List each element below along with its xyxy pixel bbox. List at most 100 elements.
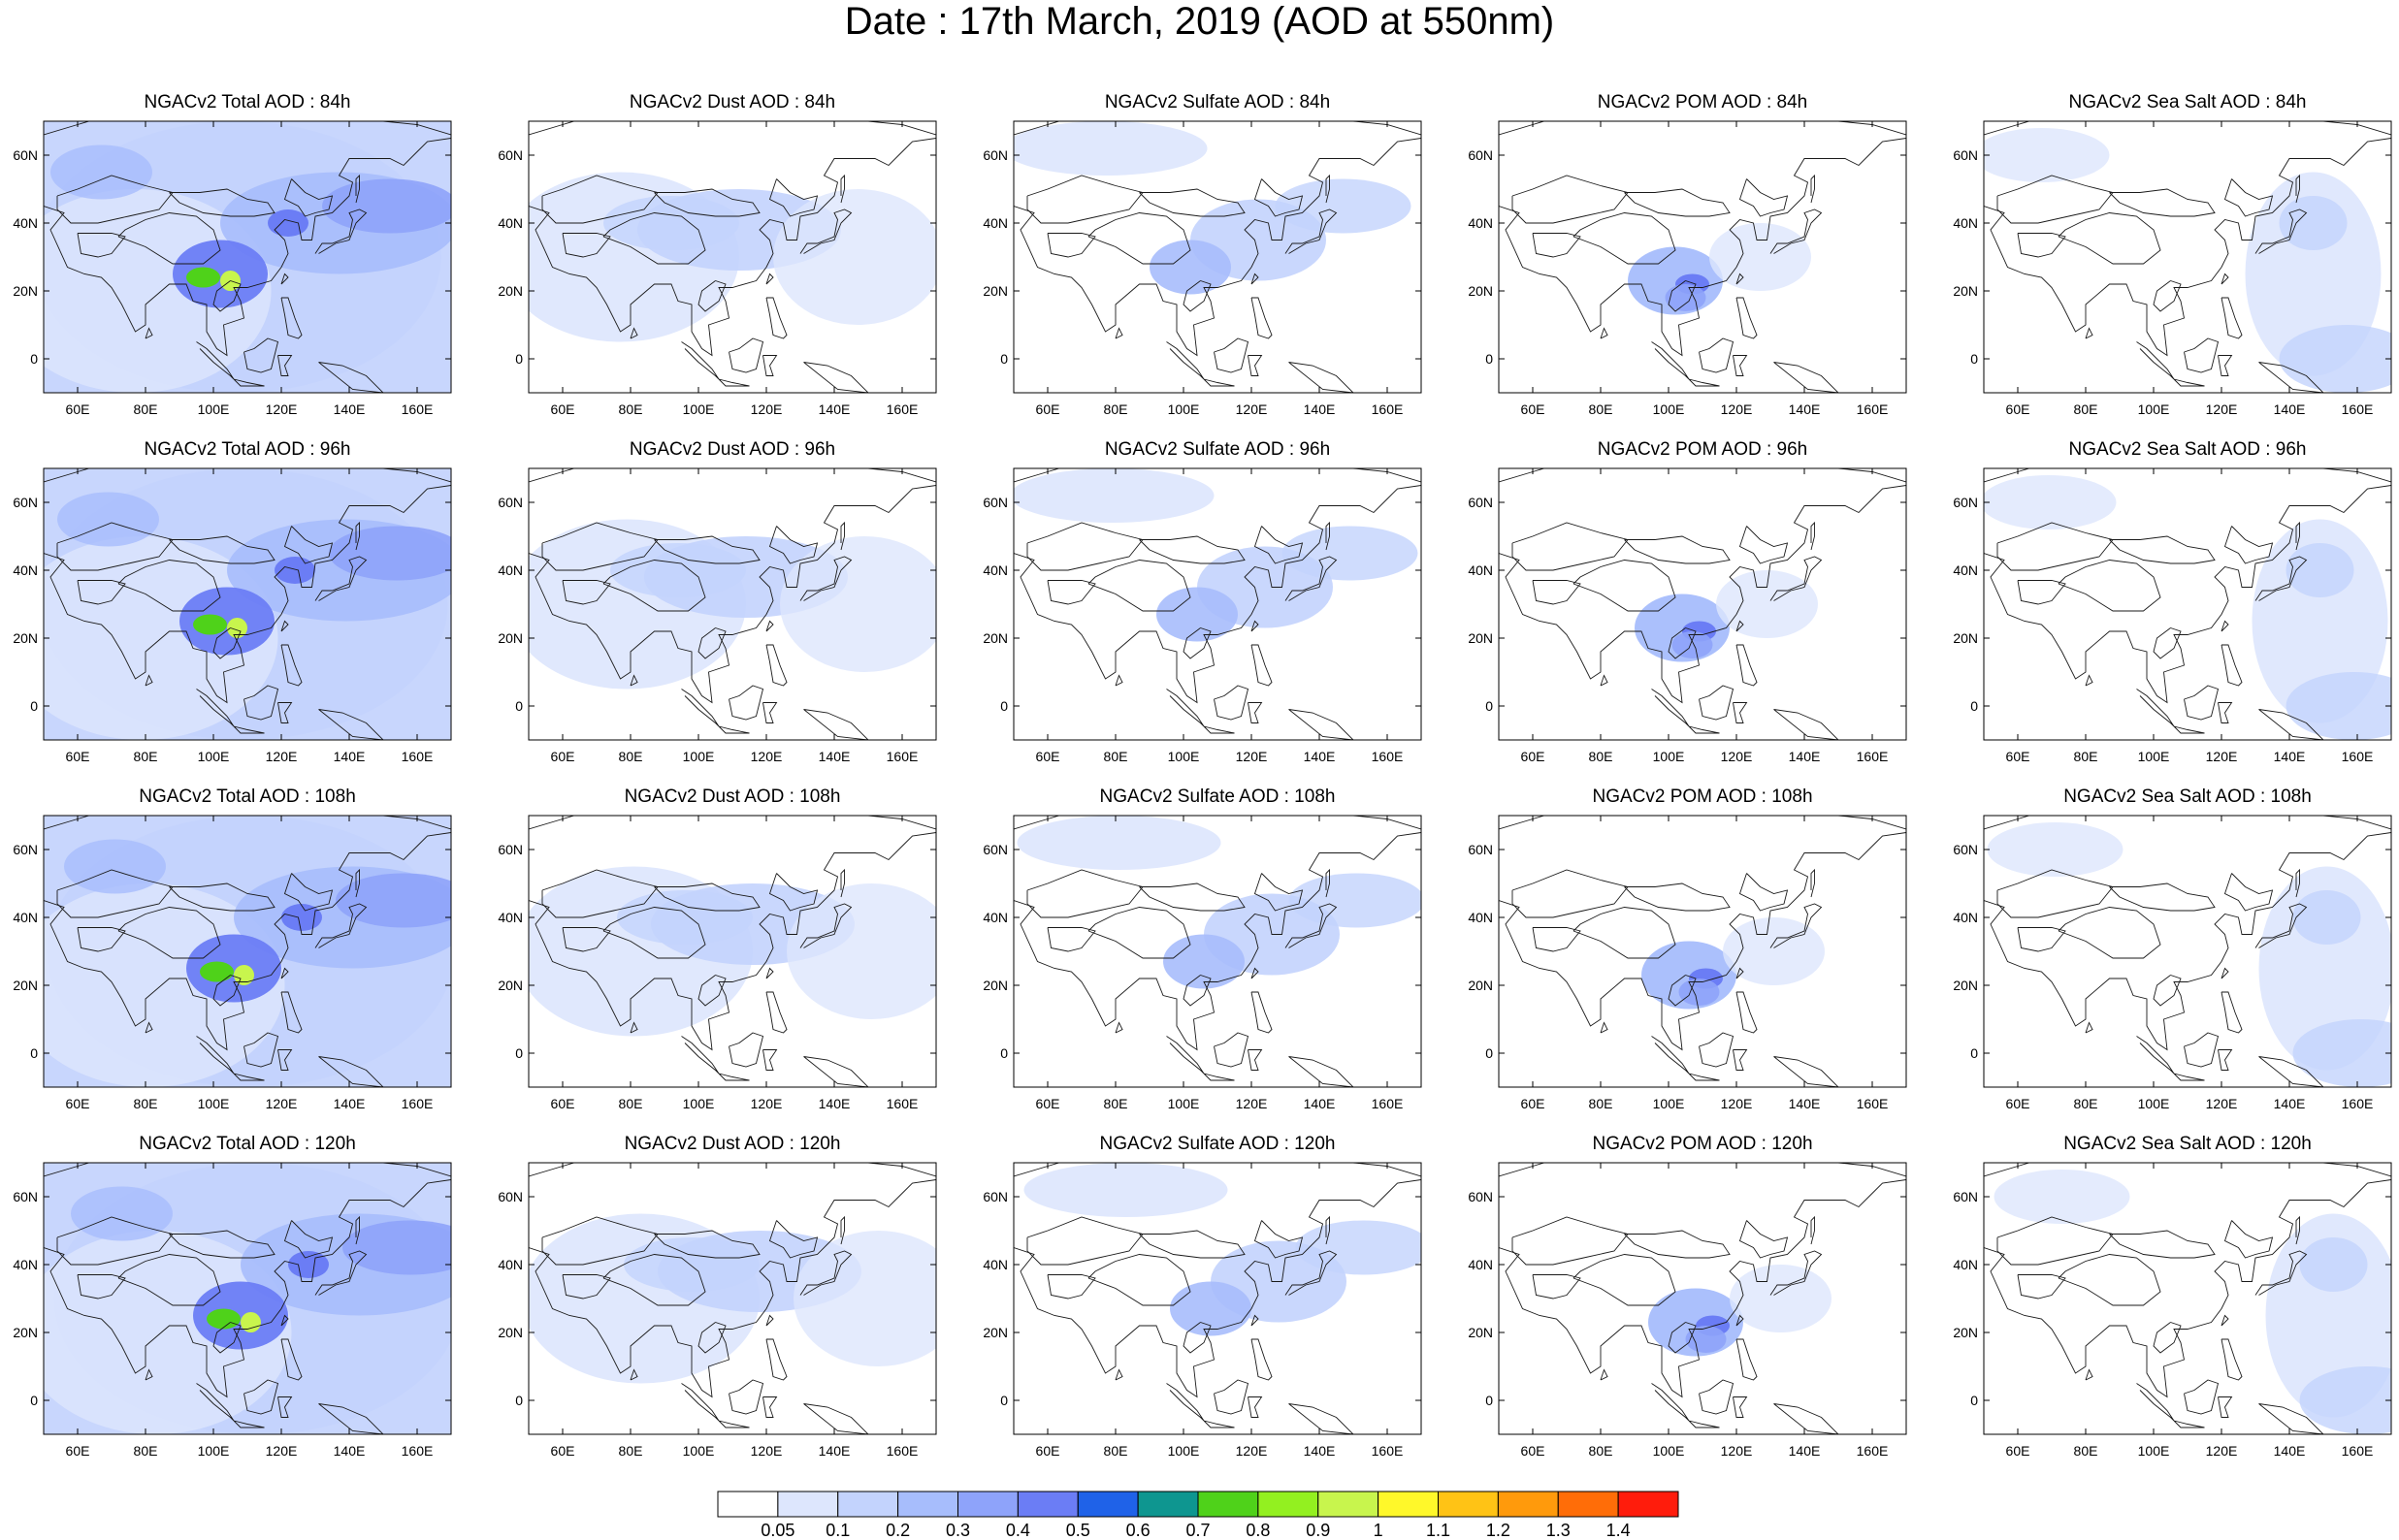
coastline xyxy=(169,1230,276,1259)
colorbar-label: 0.1 xyxy=(826,1521,850,1540)
lon-tick-label: 140E xyxy=(819,1443,851,1459)
aod-contour xyxy=(193,614,227,635)
coastlines xyxy=(1014,816,1421,1087)
coastline xyxy=(318,1403,384,1434)
coastline xyxy=(169,535,276,564)
coastlines xyxy=(44,468,451,740)
coastline xyxy=(2109,1230,2216,1259)
lat-tick-label: 20N xyxy=(1468,1325,1493,1340)
aod-contour xyxy=(1014,121,1208,176)
map-panel-total-96h: 60E 80E 100E 120E 140E 160E 60N 40N 20N 0 xyxy=(13,467,452,764)
coastlines xyxy=(1984,468,2391,740)
coastline xyxy=(2085,674,2093,687)
map-frame xyxy=(528,120,937,394)
coastline xyxy=(1532,233,1581,258)
coastline xyxy=(212,627,242,659)
coastline xyxy=(1738,526,1789,564)
lon-tick-label: 60E xyxy=(1521,749,1545,764)
panel-title: NGACv2 POM AOD : 96h xyxy=(1597,439,1808,460)
map-panel-seasalt-84h: 60E 80E 100E 120E 140E 160E 60N 40N 20N 0 xyxy=(1953,120,2392,417)
coastline xyxy=(243,685,279,721)
aod-contour xyxy=(2286,672,2391,740)
coastline xyxy=(1026,522,1144,571)
coastline xyxy=(1026,869,1144,918)
lat-tick-label: 20N xyxy=(1468,630,1493,646)
coastline xyxy=(233,1420,265,1428)
aod-contour xyxy=(1716,570,1818,638)
coastline xyxy=(602,212,706,265)
lat-tick-label: 60N xyxy=(1953,842,1978,857)
map-panel-dust-120h: 60E 80E 100E 120E 140E 160E 60N 40N 20N 0 xyxy=(498,1162,937,1459)
map-panel-dust-84h: 60E 80E 100E 120E 140E 160E 60N 40N 20N 0 xyxy=(498,120,937,417)
coastline xyxy=(1572,907,1676,959)
lon-tick-label: 60E xyxy=(66,749,90,764)
aod-contour xyxy=(1281,526,1418,581)
coastline xyxy=(117,1254,221,1306)
coastline xyxy=(2295,174,2300,204)
coastline xyxy=(277,355,293,376)
aod-contour xyxy=(2299,1366,2391,1434)
coastline xyxy=(602,907,706,959)
lat-tick-label: 20N xyxy=(1953,1325,1978,1340)
map-frame xyxy=(43,1162,452,1435)
coastline xyxy=(529,832,936,1051)
coastline xyxy=(1284,1250,1338,1296)
aod-contour xyxy=(200,961,234,982)
coastline xyxy=(2254,903,2308,948)
lon-tick-label: 80E xyxy=(134,749,158,764)
coastline xyxy=(2173,1420,2205,1428)
coastlines xyxy=(1984,121,2391,393)
coastline xyxy=(762,355,778,376)
aod-contour xyxy=(1678,979,1720,1006)
lat-tick-label: 40N xyxy=(1468,215,1493,231)
lat-tick-label: 20N xyxy=(1468,978,1493,993)
lon-tick-label: 120E xyxy=(266,749,298,764)
coastline xyxy=(1733,1396,1748,1418)
coastline xyxy=(2173,378,2205,387)
coastline xyxy=(1738,1220,1789,1259)
coastline xyxy=(1288,709,1354,740)
lon-tick-label: 100E xyxy=(1168,401,1200,417)
coastline xyxy=(1214,685,1249,721)
coastline xyxy=(1253,178,1304,217)
colorbar-box xyxy=(1257,1491,1319,1518)
lon-tick-label: 80E xyxy=(2074,1443,2098,1459)
coastline xyxy=(529,1179,936,1398)
lat-tick-label: 40N xyxy=(1468,1257,1493,1272)
coastline xyxy=(2058,560,2161,612)
coastline xyxy=(1511,869,1629,918)
aod-contour xyxy=(1984,128,2110,182)
lon-tick-label: 160E xyxy=(402,401,434,417)
coastline xyxy=(2221,620,2229,632)
aod-contour xyxy=(207,1308,241,1330)
coastline xyxy=(1511,522,1629,571)
coastline xyxy=(1014,138,1421,357)
lon-tick-label: 60E xyxy=(66,401,90,417)
coastline xyxy=(1115,1368,1123,1381)
coastline xyxy=(233,725,265,734)
coastline xyxy=(212,1322,242,1354)
coastline xyxy=(1325,868,1330,898)
lon-tick-label: 160E xyxy=(1372,401,1404,417)
coastline xyxy=(1183,280,1212,312)
lat-tick-label: 60N xyxy=(983,842,1008,857)
lon-tick-label: 60E xyxy=(551,1096,575,1111)
coastline xyxy=(1735,620,1744,632)
lon-tick-label: 140E xyxy=(1789,1096,1821,1111)
coastlines xyxy=(1014,1163,1421,1434)
coastline xyxy=(1183,627,1212,659)
coastline xyxy=(1087,1254,1191,1306)
coastline xyxy=(1250,620,1259,632)
coastline xyxy=(2221,1338,2243,1381)
lon-tick-label: 100E xyxy=(683,1096,715,1111)
coastline xyxy=(1014,1179,1421,1398)
lon-tick-label: 140E xyxy=(334,1096,366,1111)
lon-tick-label: 60E xyxy=(66,1096,90,1111)
aod-contour xyxy=(794,1231,936,1366)
lat-tick-label: 0 xyxy=(1485,1393,1493,1408)
panel-title: NGACv2 POM AOD : 120h xyxy=(1592,1134,1813,1154)
lon-tick-label: 60E xyxy=(1521,1096,1545,1111)
lat-tick-label: 40N xyxy=(1953,562,1978,578)
aod-contour xyxy=(50,144,152,200)
colorbar-box xyxy=(1077,1491,1139,1518)
